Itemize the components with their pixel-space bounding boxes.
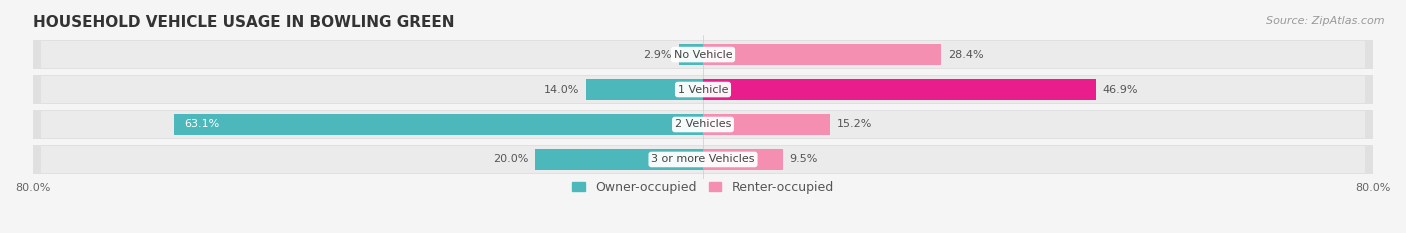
Text: 9.5%: 9.5%	[789, 154, 818, 164]
Bar	[703, 149, 783, 170]
Bar	[679, 44, 703, 65]
Bar	[586, 79, 703, 100]
Text: No Vehicle: No Vehicle	[673, 50, 733, 60]
Bar	[32, 110, 1374, 139]
Bar	[703, 114, 831, 135]
Bar	[536, 149, 703, 170]
Text: 28.4%: 28.4%	[948, 50, 983, 60]
Bar	[703, 79, 1095, 100]
Bar	[32, 75, 1374, 104]
Text: 20.0%: 20.0%	[494, 154, 529, 164]
Text: 15.2%: 15.2%	[837, 120, 873, 130]
Text: 2.9%: 2.9%	[644, 50, 672, 60]
Bar	[41, 146, 1365, 173]
Legend: Owner-occupied, Renter-occupied: Owner-occupied, Renter-occupied	[572, 181, 834, 194]
Text: Source: ZipAtlas.com: Source: ZipAtlas.com	[1267, 16, 1385, 26]
Text: HOUSEHOLD VEHICLE USAGE IN BOWLING GREEN: HOUSEHOLD VEHICLE USAGE IN BOWLING GREEN	[32, 15, 454, 30]
Bar	[41, 111, 1365, 138]
Text: 1 Vehicle: 1 Vehicle	[678, 85, 728, 95]
Text: 46.9%: 46.9%	[1102, 85, 1139, 95]
Bar	[32, 40, 1374, 69]
Text: 2 Vehicles: 2 Vehicles	[675, 120, 731, 130]
Bar	[174, 114, 703, 135]
Text: 14.0%: 14.0%	[544, 85, 579, 95]
Text: 63.1%: 63.1%	[184, 120, 219, 130]
Text: 3 or more Vehicles: 3 or more Vehicles	[651, 154, 755, 164]
Bar	[41, 76, 1365, 103]
Bar	[32, 145, 1374, 174]
Bar	[41, 41, 1365, 68]
Bar	[703, 44, 941, 65]
